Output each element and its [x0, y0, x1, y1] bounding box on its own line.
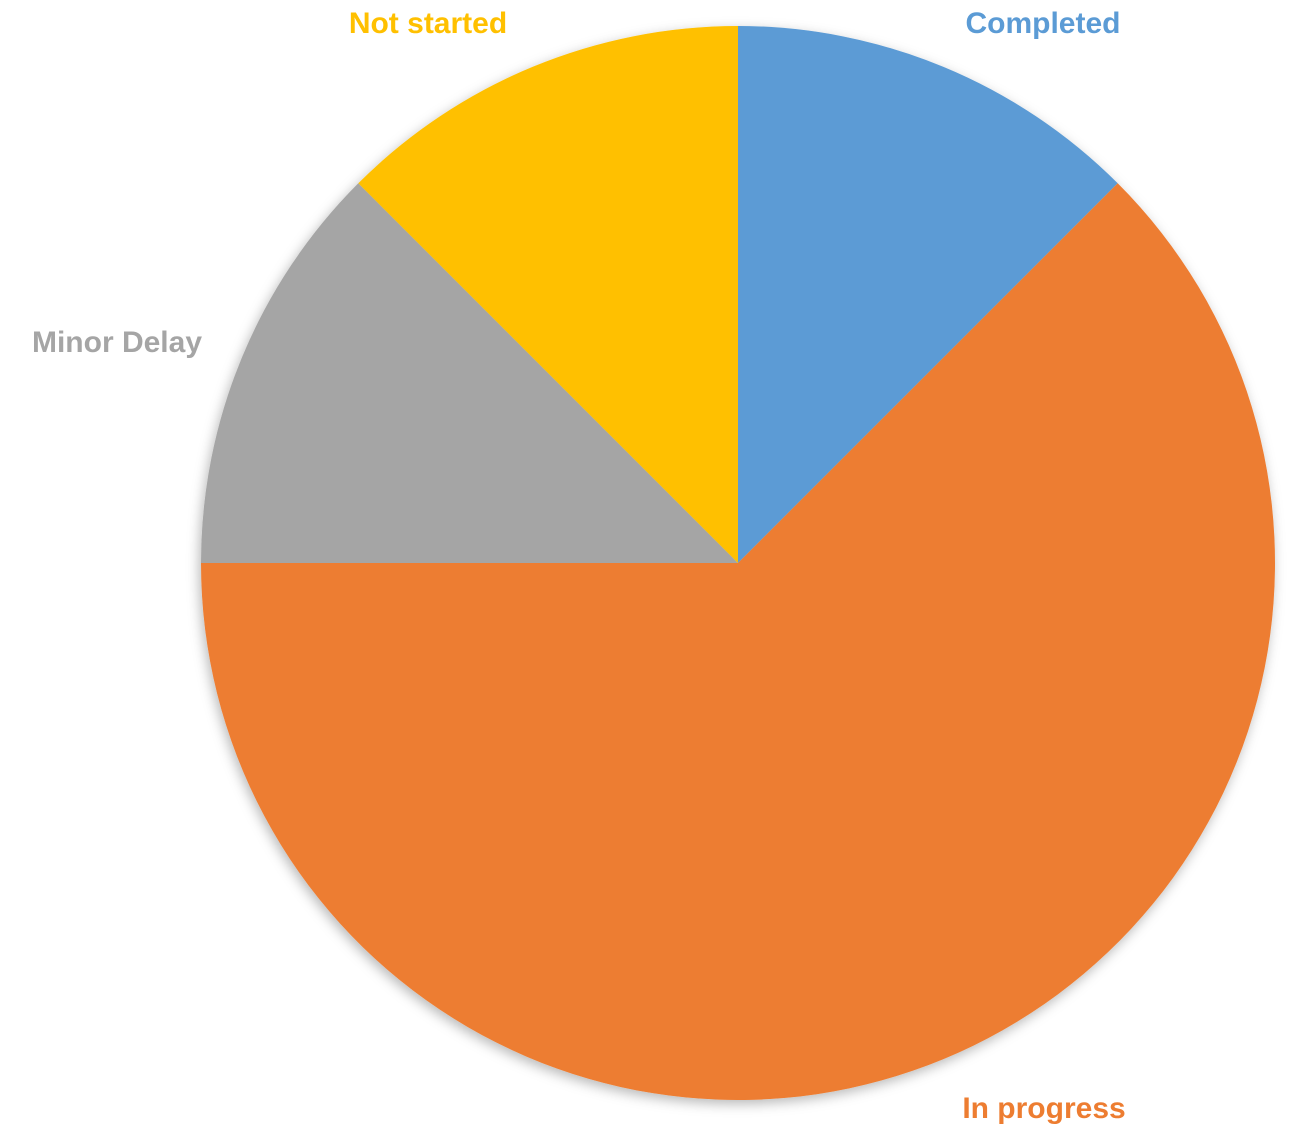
pie-slice-not-started [358, 25, 738, 563]
pie-label-minor-delay: Minor Delay [32, 326, 202, 359]
pie-slice-completed [738, 26, 1118, 563]
pie-label-not-started: Not started [349, 7, 507, 40]
pie-slices [201, 25, 1275, 1100]
pie-slice-in-progress [201, 183, 1275, 1100]
pie-labels: Completed In progress Minor Delay Not start… [32, 7, 1126, 1125]
pie-label-completed: Completed [965, 7, 1120, 40]
pie-label-in-progress: In progress [962, 1092, 1125, 1125]
pie-slice-minor-delay [201, 183, 738, 563]
